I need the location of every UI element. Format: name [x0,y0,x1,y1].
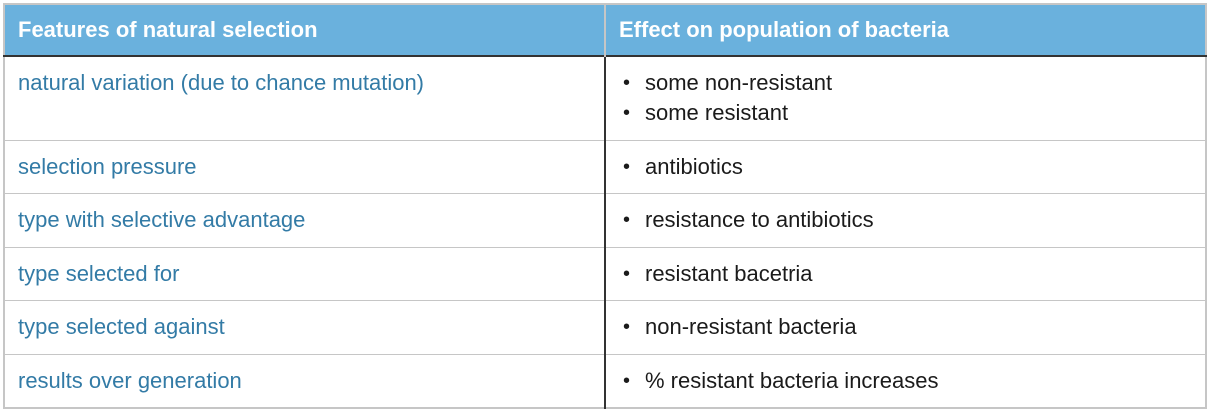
table-row: type with selective advantage • resistance… [4,193,1206,248]
effect-cell: • non-resistant bacteria [605,301,1206,354]
feature-cell: natural variation (due to chance mutatio… [4,56,606,141]
effect-item: • % resistant bacteria increases [619,366,1192,396]
effect-item: • resistance to antibiotics [619,205,1192,235]
feature-cell: type with selective advantage [4,193,606,248]
effect-cell: • resistant bacetria [605,247,1206,300]
bullet-icon: • [623,209,631,232]
effect-list: • % resistant bacteria increases [619,366,1192,396]
header-cell-features: Features of natural selection [4,4,606,56]
effect-cell: • resistance to antibiotics [605,194,1206,247]
effect-list: • resistant bacetria [619,259,1192,289]
effect-list: • antibiotics [619,152,1192,182]
effect-text: antibiotics [645,153,743,179]
effect-text: non-resistant bacteria [645,314,857,340]
table-body: natural variation (due to chance mutatio… [4,56,1206,408]
effect-item: • resistant bacetria [619,259,1192,289]
effect-text: some resistant [645,100,789,125]
bullet-icon: • [623,262,631,285]
effect-cell: • some non-resistant • some resistant [605,56,1206,140]
effect-item: • some resistant [619,98,1192,128]
effect-cell: • antibiotics [605,140,1206,193]
bullet-icon: • [623,155,631,178]
table-row: type selected against • non-resistant bact… [4,300,1206,355]
effect-item: • some non-resistant [619,68,1192,98]
effect-item: • non-resistant bacteria [619,312,1192,342]
effect-list: • resistance to antibiotics [619,205,1192,235]
bullet-icon: • [623,316,631,339]
table-row: natural variation (due to chance mutatio… [4,56,1206,141]
bullet-icon: • [623,72,631,94]
table-header: Features of natural selection Effect on … [4,4,1206,56]
bullet-icon: • [623,369,631,392]
effect-list: • non-resistant bacteria [619,312,1192,342]
table-row: selection pressure • antibiotics [4,140,1206,194]
header-cell-effect: Effect on population of bacteria [605,4,1206,56]
feature-cell: type selected for [4,247,606,301]
effect-text: % resistant bacteria increases [645,367,939,393]
feature-cell: type selected against [4,300,606,355]
effect-text: some non-resistant [645,70,833,95]
effect-text: resistance to antibiotics [645,207,874,233]
effect-cell: • % resistant bacteria increases [605,354,1206,408]
table-row: type selected for • resistant bacetria [4,247,1206,301]
natural-selection-table: Features of natural selection Effect on … [3,3,1207,409]
effect-item: • antibiotics [619,152,1192,182]
header-row: Features of natural selection Effect on … [4,4,1206,56]
bullet-icon: • [623,102,631,124]
feature-cell: results over generation [4,354,606,408]
table-row: results over generation • % resistant bact… [4,354,1206,408]
effect-text: resistant bacetria [645,260,813,286]
feature-cell: selection pressure [4,140,606,194]
effect-list: • some non-resistant • some resistant [619,68,1192,128]
